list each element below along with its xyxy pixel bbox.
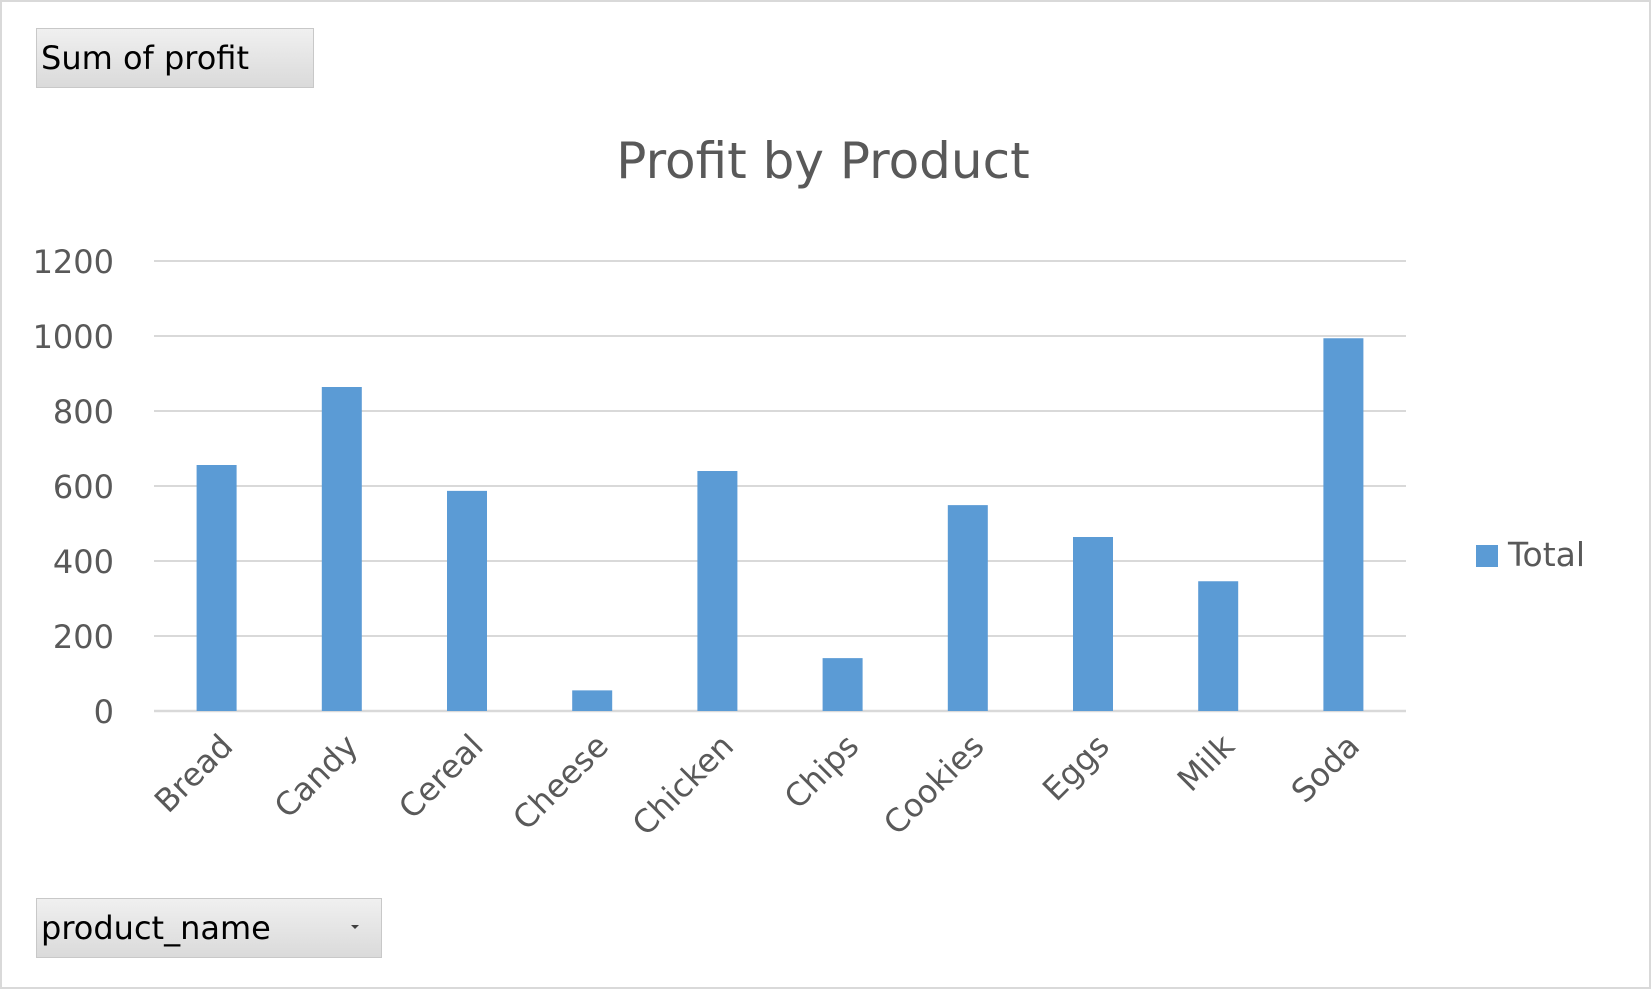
bar-chicken[interactable] bbox=[697, 471, 738, 711]
bar-milk[interactable] bbox=[1198, 581, 1239, 711]
y-tick-label: 1200 bbox=[33, 243, 114, 281]
y-tick-label: 1000 bbox=[33, 318, 114, 356]
x-tick-label-chips: Chips bbox=[777, 727, 866, 816]
values-field-button[interactable]: Sum of profit bbox=[36, 28, 314, 88]
y-tick-label: 600 bbox=[53, 468, 114, 506]
x-tick-label-cookies: Cookies bbox=[876, 727, 991, 842]
legend-label-total: Total bbox=[1507, 535, 1585, 574]
x-tick-label-bread: Bread bbox=[147, 727, 240, 820]
legend[interactable]: Total bbox=[1476, 535, 1585, 574]
bar-cereal[interactable] bbox=[447, 490, 487, 711]
x-tick-label-eggs: Eggs bbox=[1035, 727, 1117, 809]
axis-field-button[interactable]: product_name bbox=[36, 898, 382, 958]
bar-chips[interactable] bbox=[822, 658, 863, 711]
x-tick-label-cereal: Cereal bbox=[391, 727, 490, 826]
gridlines bbox=[154, 260, 1406, 713]
bar-candy[interactable] bbox=[321, 387, 362, 711]
bar-bread[interactable] bbox=[196, 465, 237, 711]
legend-swatch bbox=[1476, 545, 1498, 567]
bar-cheese[interactable] bbox=[572, 690, 613, 711]
y-axis-ticks: 0 200 400 600 800 1000 1200 bbox=[33, 243, 114, 731]
axis-field-label: product_name bbox=[41, 909, 271, 947]
y-tick-label: 200 bbox=[53, 618, 114, 656]
chart-title: Profit by Product bbox=[616, 132, 1029, 190]
bar-soda[interactable] bbox=[1323, 338, 1364, 711]
x-tick-label-candy: Candy bbox=[267, 727, 366, 826]
values-field-label: Sum of profit bbox=[41, 39, 249, 77]
x-axis-ticks: Bread Candy Cereal Cheese Chicken Chips Cookie… bbox=[147, 726, 1367, 843]
x-tick-label-soda: Soda bbox=[1284, 727, 1367, 810]
x-tick-label-chicken: Chicken bbox=[625, 727, 741, 843]
x-tick-label-milk: Milk bbox=[1170, 726, 1242, 798]
y-tick-label: 400 bbox=[53, 543, 114, 581]
dropdown-arrow-icon[interactable] bbox=[351, 925, 359, 929]
y-tick-label: 800 bbox=[53, 393, 114, 431]
bars bbox=[196, 338, 1364, 711]
x-tick-label-cheese: Cheese bbox=[505, 727, 616, 838]
bar-cookies[interactable] bbox=[947, 505, 988, 711]
y-tick-label: 0 bbox=[94, 693, 114, 731]
bar-eggs[interactable] bbox=[1073, 537, 1113, 711]
